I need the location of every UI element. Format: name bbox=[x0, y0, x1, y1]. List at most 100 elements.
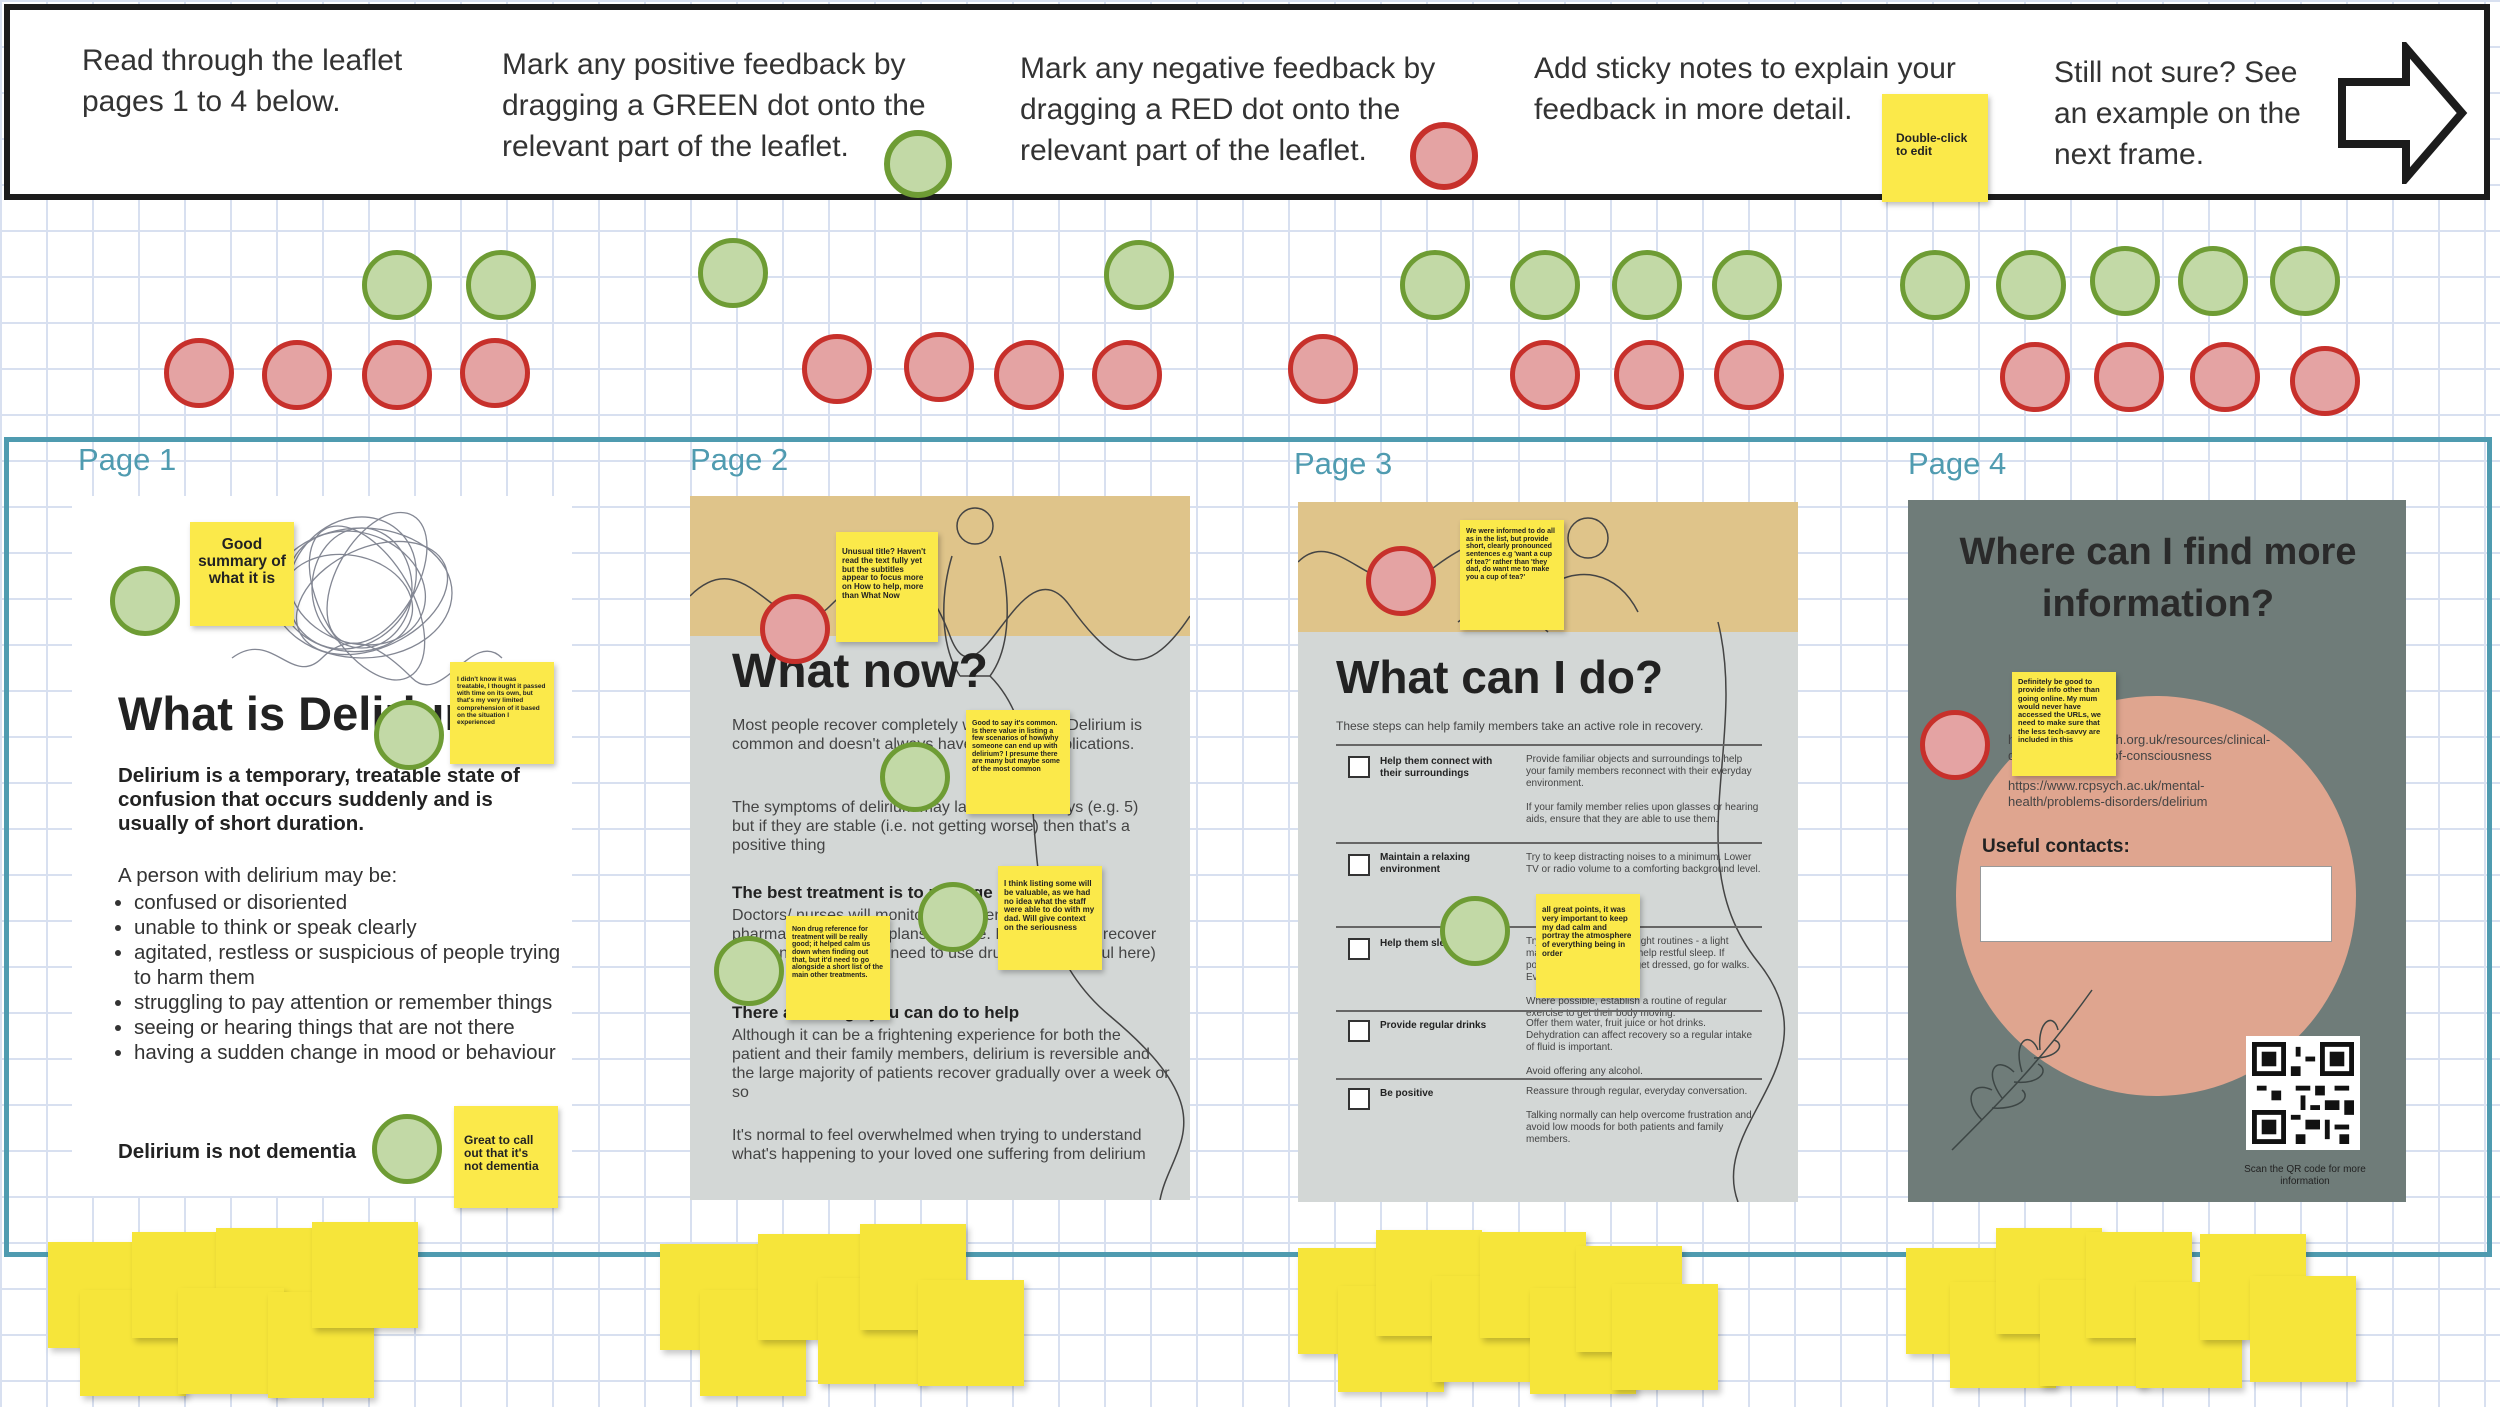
green-dot[interactable] bbox=[1440, 896, 1510, 966]
sticky-note[interactable]: Good summary of what it is bbox=[190, 522, 294, 626]
green-dot[interactable] bbox=[714, 936, 784, 1006]
instruction-read: Read through the leaflet pages 1 to 4 be… bbox=[82, 44, 403, 118]
list-item: seeing or hearing things that are not th… bbox=[134, 1015, 564, 1040]
green-dot[interactable] bbox=[698, 238, 768, 308]
sticky-note[interactable]: Good to say it's common. Is there value … bbox=[966, 710, 1070, 814]
contacts-box[interactable] bbox=[1980, 866, 2332, 942]
checkbox[interactable] bbox=[1348, 756, 1370, 778]
green-dot[interactable] bbox=[1712, 250, 1782, 320]
green-dot[interactable] bbox=[1510, 250, 1580, 320]
instruction-green: Mark any positive feedback by dragging a… bbox=[502, 48, 926, 163]
instructions-banner: Read through the leaflet pages 1 to 4 be… bbox=[4, 4, 2490, 202]
green-dot[interactable] bbox=[466, 250, 536, 320]
page1-intro: Delirium is a temporary, treatable state… bbox=[118, 764, 520, 835]
sticky-note[interactable]: Non drug reference for treatment will be… bbox=[786, 916, 890, 1020]
link-2[interactable]: https://www.rcpsych.ac.uk/mental-health/… bbox=[2008, 778, 2208, 809]
leaf-illustration bbox=[1951, 989, 2093, 1151]
page2-para5: It's normal to feel overwhelmed when try… bbox=[732, 1127, 1146, 1163]
row-label: Be positive bbox=[1380, 1088, 1434, 1099]
row-label: Help them sleep bbox=[1380, 938, 1457, 949]
red-dot[interactable] bbox=[760, 594, 830, 664]
green-dot[interactable] bbox=[110, 566, 180, 636]
green-dot[interactable] bbox=[362, 250, 432, 320]
red-dot[interactable] bbox=[1614, 340, 1684, 410]
green-dot[interactable] bbox=[2270, 246, 2340, 316]
red-dot[interactable] bbox=[2094, 342, 2164, 412]
green-dot[interactable] bbox=[1104, 240, 1174, 310]
red-dot[interactable] bbox=[262, 340, 332, 410]
sticky-note[interactable]: Great to call out that it's not dementia bbox=[454, 1106, 558, 1208]
divider bbox=[1336, 1010, 1762, 1012]
red-dot[interactable] bbox=[1714, 340, 1784, 410]
red-dot[interactable] bbox=[164, 338, 234, 408]
qr-code[interactable] bbox=[2246, 1036, 2360, 1150]
red-dot[interactable] bbox=[904, 332, 974, 402]
green-dot[interactable] bbox=[1400, 250, 1470, 320]
red-dot[interactable] bbox=[460, 338, 530, 408]
green-dot[interactable] bbox=[372, 1114, 442, 1184]
green-dot[interactable] bbox=[2178, 246, 2248, 316]
checkbox[interactable] bbox=[1348, 938, 1370, 960]
qr-code-icon bbox=[2252, 1042, 2354, 1144]
page2-para2: The symptoms of delirium may last for a … bbox=[732, 799, 1139, 854]
divider bbox=[1336, 744, 1762, 746]
sticky-note[interactable] bbox=[918, 1280, 1024, 1386]
red-dot[interactable] bbox=[1366, 546, 1436, 616]
green-dot[interactable] bbox=[1612, 250, 1682, 320]
green-dot[interactable] bbox=[374, 700, 444, 770]
sticky-note[interactable]: I think listing some will be valuable, a… bbox=[998, 866, 1102, 970]
page2-h2: The best treatment is to manage symptoms bbox=[732, 883, 1083, 902]
page-label-3: Page 3 bbox=[1294, 446, 1393, 481]
sticky-note[interactable]: Definitely be good to provide info other… bbox=[2012, 672, 2116, 776]
sticky-note[interactable]: I didn't know it was treatable, I though… bbox=[450, 662, 554, 764]
page-label-4: Page 4 bbox=[1908, 446, 2007, 481]
row-text: Offer them water, fruit juice or hot dri… bbox=[1526, 1018, 1753, 1077]
sticky-note[interactable]: all great points, it was very important … bbox=[1536, 894, 1640, 998]
sticky-note[interactable] bbox=[2250, 1276, 2356, 1382]
sticky-note-template[interactable]: Double-click to edit bbox=[1882, 94, 1988, 202]
red-dot[interactable] bbox=[1920, 710, 1990, 780]
red-dot[interactable] bbox=[1510, 340, 1580, 410]
red-dot[interactable] bbox=[2000, 342, 2070, 412]
sticky-note[interactable] bbox=[178, 1288, 284, 1394]
row-label: Help them connect with their surrounding… bbox=[1380, 756, 1493, 779]
arrow-right-icon[interactable] bbox=[2336, 42, 2468, 184]
contacts-label: Useful contacts: bbox=[1982, 836, 2130, 857]
checkbox[interactable] bbox=[1348, 1020, 1370, 1042]
red-dot[interactable] bbox=[362, 340, 432, 410]
red-dot[interactable] bbox=[1288, 334, 1358, 404]
checkbox[interactable] bbox=[1348, 854, 1370, 876]
page2-para1: Most people recover completely within a … bbox=[732, 717, 1142, 753]
page1-bullet-list: confused or disoriented unable to think … bbox=[118, 890, 564, 1065]
sticky-note[interactable] bbox=[1612, 1284, 1718, 1390]
list-item: unable to think or speak clearly bbox=[134, 915, 564, 940]
row-text: Try to keep distracting noises to a mini… bbox=[1526, 852, 1761, 875]
green-dot[interactable] bbox=[918, 882, 988, 952]
list-item: agitated, restless or suspicious of peop… bbox=[134, 940, 564, 990]
page4-title: Where can I find more information? bbox=[1959, 531, 2357, 625]
sticky-note[interactable]: We were informed to do all as in the lis… bbox=[1460, 520, 1564, 630]
sticky-note[interactable]: Unusual title? Haven't read the text ful… bbox=[836, 532, 938, 642]
green-dot[interactable] bbox=[1996, 250, 2066, 320]
red-dot[interactable] bbox=[2190, 342, 2260, 412]
green-dot[interactable] bbox=[2090, 246, 2160, 316]
leaflet-page-4: Where can I find more information? https… bbox=[1908, 500, 2406, 1202]
red-dot[interactable] bbox=[802, 334, 872, 404]
red-dot[interactable] bbox=[2290, 346, 2360, 416]
page3-title: What can I do? bbox=[1336, 651, 1664, 703]
green-dot[interactable] bbox=[1900, 250, 1970, 320]
red-dot-template[interactable] bbox=[1410, 122, 1478, 190]
divider bbox=[1336, 1078, 1762, 1080]
row-text: Provide familiar objects and surrounding… bbox=[1526, 754, 1759, 825]
list-item: struggling to pay attention or remember … bbox=[134, 990, 564, 1015]
red-dot[interactable] bbox=[994, 340, 1064, 410]
page3-subtitle: These steps can help family members take… bbox=[1336, 719, 1704, 733]
leaflet-frame bbox=[4, 437, 2492, 1257]
checkbox[interactable] bbox=[1348, 1088, 1370, 1110]
list-item: having a sudden change in mood or behavi… bbox=[134, 1040, 564, 1065]
green-dot[interactable] bbox=[880, 742, 950, 812]
red-dot[interactable] bbox=[1092, 340, 1162, 410]
green-dot-template[interactable] bbox=[884, 130, 952, 198]
page1-footer: Delirium is not dementia bbox=[118, 1140, 357, 1163]
sticky-note[interactable] bbox=[312, 1222, 418, 1328]
